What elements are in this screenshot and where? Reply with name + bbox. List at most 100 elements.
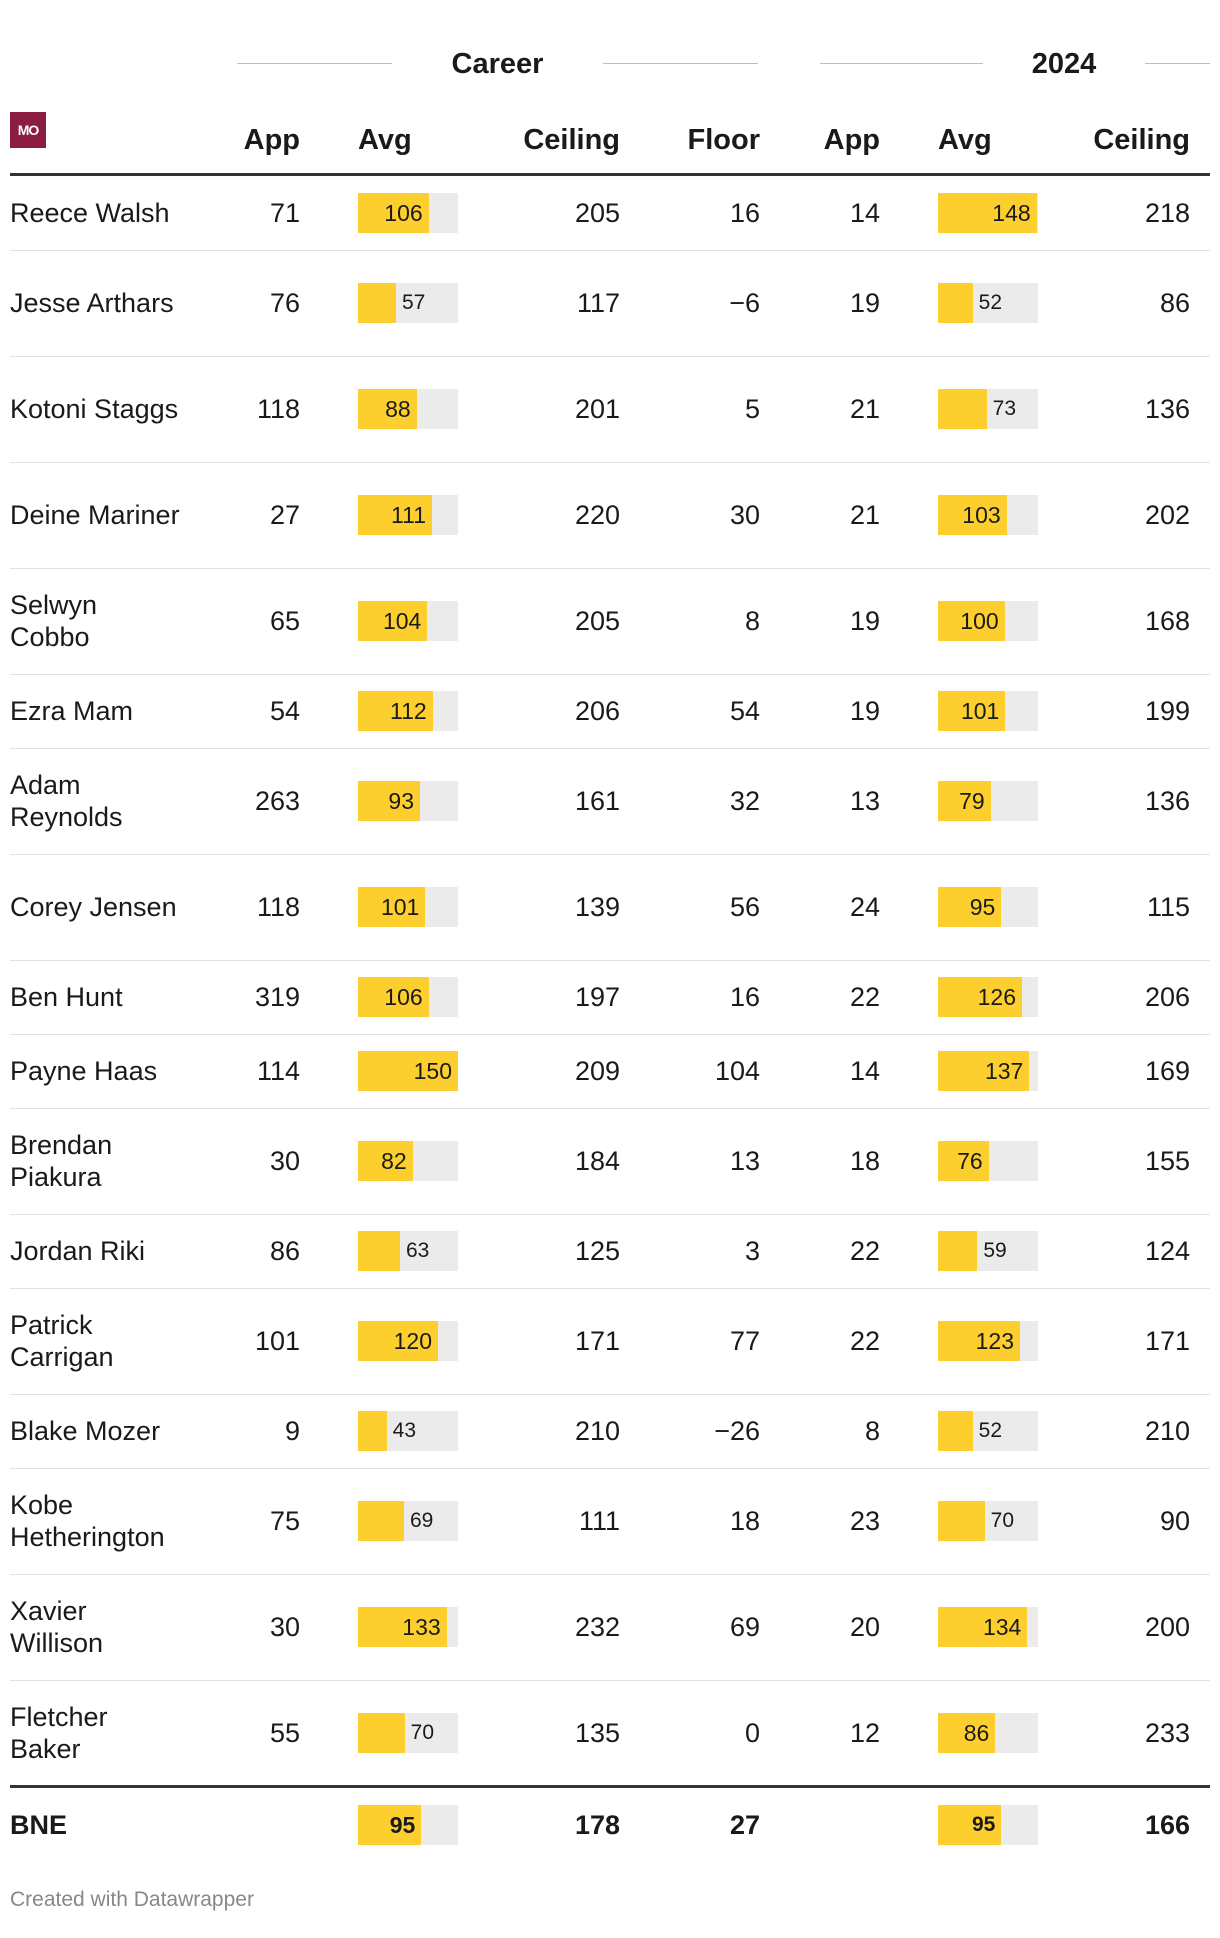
2024-avg-bar-track: 59 bbox=[938, 1231, 1038, 1271]
career-ceiling: 205 bbox=[574, 197, 620, 228]
career-floor: −26 bbox=[714, 1415, 760, 1446]
2024-avg-value-label: 100 bbox=[960, 608, 999, 634]
career-avg-value-label: 133 bbox=[402, 1614, 441, 1640]
career-avg-bar-track: 88 bbox=[358, 389, 458, 429]
career-avg-bar-track: 93 bbox=[358, 781, 458, 821]
career-avg-bar bbox=[358, 887, 426, 927]
career-avg-value-label: 88 bbox=[385, 396, 411, 422]
2024-app: 21 bbox=[849, 499, 880, 530]
career-avg-bar bbox=[358, 283, 396, 323]
2024-avg-bar bbox=[938, 1501, 985, 1541]
player-name: Blake Mozer bbox=[10, 1416, 161, 1446]
2024-ceiling: 166 bbox=[1144, 1809, 1190, 1840]
career-app: 118 bbox=[256, 891, 300, 922]
2024-avg-bar-track: 95 bbox=[938, 887, 1038, 927]
career-avg-bar-track: 111 bbox=[358, 495, 458, 535]
table-row: Ezra Mam 54 112 206 54 19 101 199 bbox=[10, 674, 1210, 749]
group-line-right bbox=[1145, 63, 1210, 64]
career-app: 76 bbox=[269, 287, 300, 318]
career-avg-bar-track: 82 bbox=[358, 1141, 458, 1181]
career-floor: 13 bbox=[729, 1145, 760, 1176]
2024-ceiling: 233 bbox=[1144, 1717, 1190, 1748]
2024-app: 12 bbox=[849, 1717, 880, 1748]
career-app: 319 bbox=[254, 981, 300, 1012]
2024-avg-bar-track: 101 bbox=[938, 691, 1038, 731]
team-name: BNE bbox=[10, 1810, 68, 1840]
col-header-career-floor: Floor bbox=[687, 124, 761, 156]
career-floor: 5 bbox=[744, 393, 760, 424]
career-ceiling: 125 bbox=[574, 1235, 620, 1266]
career-avg-value-label: 112 bbox=[389, 698, 427, 724]
career-avg-bar bbox=[358, 1607, 447, 1647]
career-floor: −6 bbox=[729, 287, 760, 318]
2024-ceiling: 136 bbox=[1144, 785, 1190, 816]
2024-app: 13 bbox=[849, 785, 880, 816]
2024-avg-bar-track: 95 bbox=[938, 1805, 1038, 1845]
career-avg-bar bbox=[358, 495, 432, 535]
player-name: Selwyn Cobbo bbox=[10, 590, 98, 652]
group-label-2024: 2024 bbox=[1031, 48, 1097, 80]
2024-ceiling: 169 bbox=[1144, 1055, 1190, 1086]
2024-avg-bar-track: 123 bbox=[938, 1321, 1038, 1361]
career-avg-bar-track: 63 bbox=[358, 1231, 458, 1271]
career-app: 55 bbox=[269, 1717, 300, 1748]
career-avg-value-label: 57 bbox=[402, 291, 426, 314]
col-header-career-ceiling: Ceiling bbox=[523, 124, 620, 156]
2024-app: 24 bbox=[849, 891, 880, 922]
col-header-career-avg: Avg bbox=[358, 124, 412, 156]
2024-avg-value-label: 52 bbox=[978, 291, 1003, 314]
2024-app: 14 bbox=[849, 1055, 880, 1086]
2024-avg-bar bbox=[938, 1607, 1028, 1647]
2024-ceiling: 199 bbox=[1144, 695, 1190, 726]
group-line-right bbox=[603, 63, 758, 64]
table-row: Kotoni Staggs 118 88 201 5 21 73 136 bbox=[10, 356, 1210, 463]
career-avg-bar bbox=[358, 1713, 405, 1753]
2024-avg-bar-track: 52 bbox=[938, 1411, 1038, 1451]
career-avg-value-label: 111 bbox=[391, 502, 426, 528]
2024-avg-bar-track: 126 bbox=[938, 977, 1038, 1017]
table-row: Jesse Arthars 76 57 117 −6 19 52 86 bbox=[10, 250, 1210, 357]
table-row: Payne Haas 114 150 209 104 14 137 169 bbox=[10, 1034, 1210, 1109]
career-ceiling: 135 bbox=[574, 1717, 620, 1748]
career-ceiling: 171 bbox=[574, 1325, 620, 1356]
career-app: 114 bbox=[256, 1055, 300, 1086]
player-name: Jesse Arthars bbox=[10, 288, 174, 318]
table-row: Selwyn Cobbo 65 104 205 8 19 100 168 bbox=[10, 568, 1210, 675]
total-rule bbox=[10, 1785, 1210, 1788]
player-name: Fletcher Baker bbox=[10, 1702, 108, 1764]
2024-app: 20 bbox=[849, 1611, 880, 1642]
2024-app: 22 bbox=[849, 981, 880, 1012]
career-floor: 56 bbox=[729, 891, 760, 922]
career-avg-bar bbox=[358, 601, 428, 641]
player-name: Kotoni Staggs bbox=[10, 394, 179, 424]
player-name: Payne Haas bbox=[10, 1056, 158, 1086]
2024-avg-bar bbox=[938, 193, 1037, 233]
player-name: Deine Mariner bbox=[10, 500, 180, 530]
career-ceiling: 220 bbox=[574, 499, 620, 530]
table-row: Deine Mariner 27 111 220 30 21 103 202 bbox=[10, 462, 1210, 569]
2024-app: 18 bbox=[849, 1145, 880, 1176]
career-floor: 30 bbox=[729, 499, 760, 530]
career-avg-bar bbox=[358, 1805, 422, 1845]
career-floor: 18 bbox=[729, 1505, 760, 1536]
career-avg-bar-track: 57 bbox=[358, 283, 458, 323]
2024-avg-bar bbox=[938, 1321, 1020, 1361]
career-app: 75 bbox=[269, 1505, 300, 1536]
2024-avg-bar-track: 73 bbox=[938, 389, 1038, 429]
table-row: Corey Jensen 118 101 139 56 24 95 115 bbox=[10, 854, 1210, 961]
career-avg-bar-track: 150 bbox=[358, 1051, 458, 1091]
career-ceiling: 117 bbox=[576, 287, 620, 318]
career-ceiling: 111 bbox=[578, 1505, 620, 1536]
2024-app: 19 bbox=[849, 605, 880, 636]
header-rule bbox=[10, 173, 1210, 176]
career-avg-value-label: 101 bbox=[380, 894, 420, 920]
career-avg-bar-track: 112 bbox=[358, 691, 458, 731]
2024-ceiling: 206 bbox=[1144, 981, 1190, 1012]
table-row: Xavier Willison 30 133 232 69 20 134 200 bbox=[10, 1574, 1210, 1681]
career-avg-value-label: 93 bbox=[388, 788, 414, 814]
player-name: Corey Jensen bbox=[10, 892, 177, 922]
2024-ceiling: 115 bbox=[1146, 891, 1190, 922]
career-ceiling: 178 bbox=[574, 1809, 620, 1840]
player-name: Patrick Carrigan bbox=[10, 1310, 114, 1372]
career-floor: 32 bbox=[729, 785, 760, 816]
